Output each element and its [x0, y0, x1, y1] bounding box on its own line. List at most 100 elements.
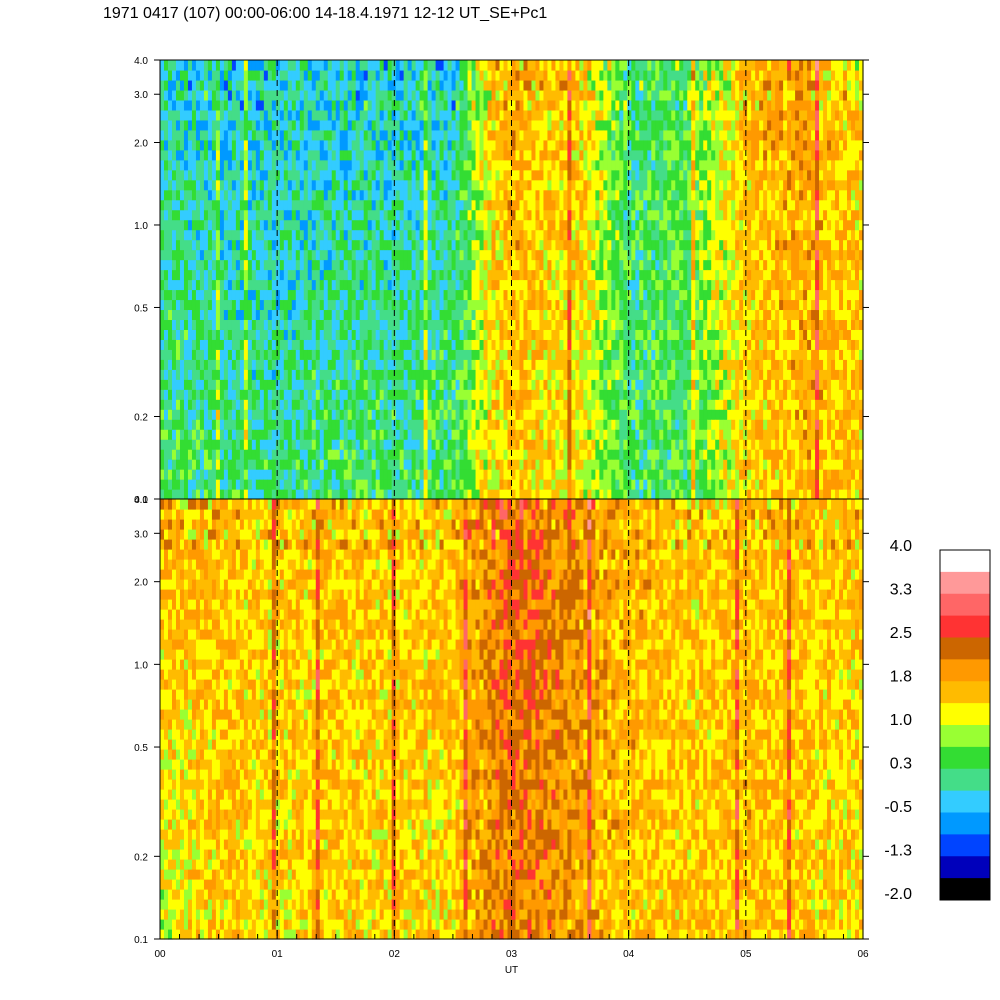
heatmap-cell — [279, 369, 285, 380]
heatmap-cell — [571, 179, 576, 191]
heatmap-cell — [235, 119, 241, 131]
heatmap-cell — [259, 199, 265, 211]
heatmap-cell — [351, 209, 357, 221]
heatmap-cell — [519, 399, 525, 410]
heatmap-cell — [407, 219, 413, 231]
heatmap-cell — [215, 79, 221, 91]
heatmap-cell — [375, 429, 381, 440]
heatmap-cell — [171, 89, 177, 101]
heatmap-cell — [447, 329, 453, 340]
heatmap-cell — [279, 259, 285, 271]
heatmap-cell — [343, 259, 349, 271]
heatmap-cell — [215, 199, 221, 211]
heatmap-cell — [199, 60, 205, 71]
heatmap-cell — [579, 259, 584, 271]
heatmap-cell — [483, 279, 489, 291]
heatmap-cell — [407, 179, 413, 191]
heatmap-cell — [507, 199, 513, 211]
heatmap-cell — [415, 259, 421, 271]
heatmap-cell — [407, 479, 413, 490]
heatmap-cell — [351, 119, 357, 131]
heatmap-cell — [563, 389, 569, 400]
heatmap-cell — [343, 429, 349, 440]
heatmap-cell — [287, 89, 293, 101]
heatmap-cell — [539, 119, 545, 131]
heatmap-cell — [243, 179, 249, 191]
heatmap-cell — [371, 189, 377, 201]
heatmap-cell — [271, 309, 277, 321]
heatmap-cell — [427, 359, 433, 370]
heatmap-cell — [160, 219, 165, 231]
heatmap-cell — [451, 159, 457, 171]
heatmap-cell — [179, 289, 185, 301]
heatmap-cell — [411, 179, 417, 191]
heatmap-cell — [303, 129, 309, 141]
heatmap-cell — [323, 469, 329, 480]
heatmap-cell — [583, 249, 588, 261]
heatmap-cell — [443, 259, 449, 271]
heatmap-cell — [599, 279, 604, 291]
heatmap-cell — [455, 289, 461, 301]
heatmap-cell — [311, 199, 317, 211]
heatmap-cell — [603, 109, 608, 121]
heatmap-cell — [299, 459, 305, 470]
heatmap-cell — [407, 349, 413, 360]
heatmap-cell — [255, 279, 261, 291]
heatmap-cell — [475, 459, 481, 470]
heatmap-cell — [479, 139, 485, 151]
heatmap-cell — [195, 89, 201, 101]
heatmap-cell — [535, 89, 541, 101]
heatmap-cell — [411, 389, 417, 400]
heatmap-cell — [439, 489, 445, 500]
heatmap-cell — [455, 129, 461, 141]
heatmap-cell — [163, 459, 169, 470]
heatmap-cell — [463, 309, 469, 321]
heatmap-cell — [527, 69, 533, 81]
heatmap-cell — [507, 289, 513, 301]
heatmap-cell — [327, 359, 333, 370]
heatmap-cell — [383, 269, 389, 281]
heatmap-cell — [607, 359, 612, 370]
heatmap-cell — [351, 439, 357, 450]
heatmap-cell — [515, 209, 521, 221]
heatmap-cell — [519, 199, 525, 211]
heatmap-cell — [339, 349, 345, 360]
heatmap-cell — [199, 139, 205, 151]
heatmap-cell — [263, 319, 269, 330]
heatmap-cell — [479, 409, 485, 420]
heatmap-cell — [515, 119, 521, 131]
heatmap-cell — [323, 319, 329, 330]
heatmap-cell — [163, 269, 169, 281]
heatmap-cell — [167, 349, 173, 360]
heatmap-cell — [339, 449, 345, 460]
heatmap-cell — [399, 419, 405, 430]
heatmap-cell — [167, 289, 173, 301]
heatmap-cell — [547, 459, 553, 470]
heatmap-cell — [575, 239, 580, 251]
heatmap-cell — [547, 369, 553, 380]
heatmap-cell — [579, 149, 584, 161]
heatmap-cell — [451, 249, 457, 261]
heatmap-cell — [171, 339, 177, 350]
heatmap-cell — [527, 409, 533, 420]
heatmap-cell — [471, 199, 477, 211]
heatmap-cell — [559, 469, 565, 480]
heatmap-cell — [447, 289, 453, 301]
heatmap-cell — [287, 399, 293, 410]
heatmap-cell — [211, 229, 217, 241]
heatmap-cell — [227, 89, 233, 101]
heatmap-cell — [175, 299, 181, 311]
heatmap-cell — [399, 349, 405, 360]
heatmap-cell — [227, 269, 233, 281]
heatmap-cell — [351, 349, 357, 360]
heatmap-cell — [223, 209, 229, 221]
heatmap-cell — [231, 139, 237, 151]
heatmap-cell — [283, 209, 289, 221]
heatmap-cell — [403, 219, 409, 231]
heatmap-cell — [347, 99, 353, 111]
heatmap-cell — [487, 149, 493, 161]
heatmap-cell — [379, 149, 385, 161]
heatmap-cell — [315, 339, 321, 350]
heatmap-cell — [415, 249, 421, 261]
heatmap-cell — [379, 269, 385, 281]
